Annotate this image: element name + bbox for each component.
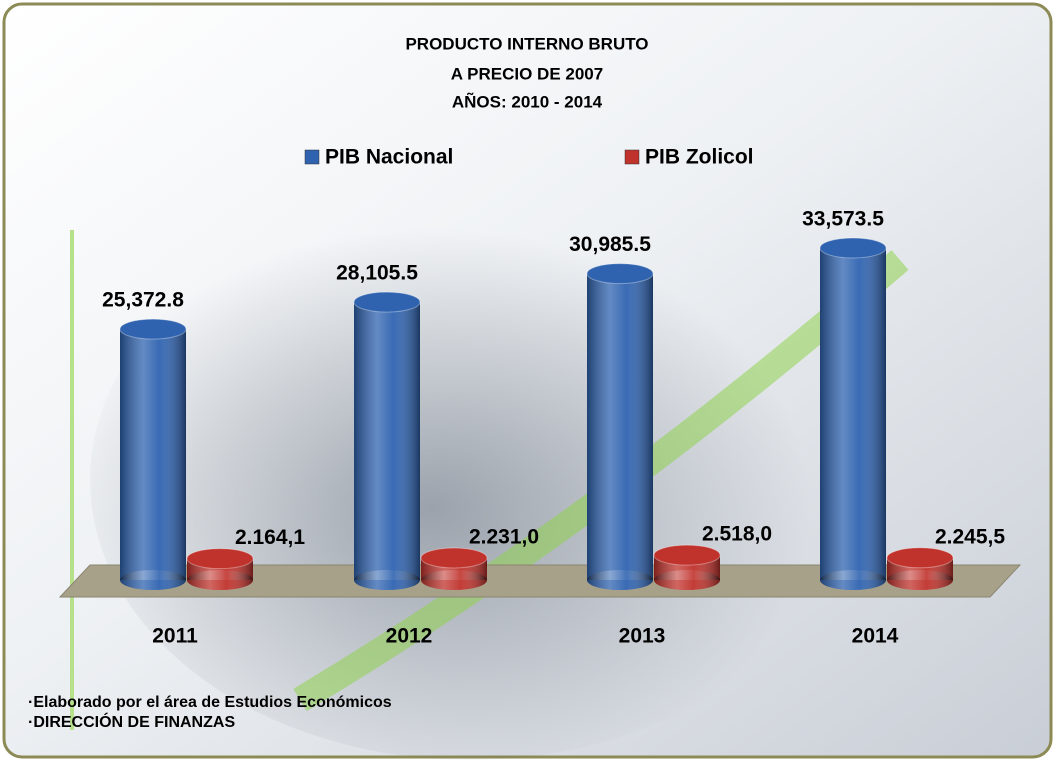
cylinder-bottom-shade [820,570,886,590]
cylinder-top [187,549,253,569]
chart-title: PRODUCTO INTERNO BRUTO [405,34,648,53]
legend-swatch [625,150,639,164]
cylinder-top [421,548,487,568]
data-label: 30,985.5 [569,233,651,256]
cylinder-bottom-shade [887,570,953,590]
background-figure [90,200,850,760]
cylinder-top [654,545,720,565]
cylinder-bottom-shade [587,570,653,590]
cylinder-bottom-shade [120,570,186,590]
data-label: 25,372.8 [102,289,184,312]
data-label: 2.518,0 [702,523,772,546]
bar-shading [120,329,186,580]
data-label: 2.164,1 [235,526,305,549]
legend-swatch [305,150,319,164]
footnote: ·Elaborado por el área de Estudios Econó… [28,694,392,711]
cylinder-bottom-shade [187,570,253,590]
footnote: ·DIRECCIÓN DE FINANZAS [28,712,235,731]
data-label: 2.245,5 [935,525,1005,548]
cylinder-bottom-shade [654,570,720,590]
cylinder-bottom-shade [421,570,487,590]
chart: PRODUCTO INTERNO BRUTO A PRECIO DE 2007 … [0,0,1055,761]
chart-title: A PRECIO DE 2007 [451,64,603,83]
data-label: 28,105.5 [336,262,418,285]
cylinder-bottom-shade [354,570,420,590]
x-tick-label: 2011 [152,625,198,648]
cylinder-top [120,319,186,339]
cylinder-top [820,238,886,258]
bar-shading [354,302,420,580]
cylinder-top [587,264,653,284]
legend-label: PIB Zolicol [645,146,754,169]
cylinder-top [354,292,420,312]
x-tick-label: 2013 [619,625,666,648]
data-label: 2.231,0 [469,525,539,548]
data-label: 33,573.5 [802,208,884,231]
chart-title: AÑOS: 2010 - 2014 [452,91,603,111]
bar-shading [587,274,653,580]
cylinder-top [887,548,953,568]
x-tick-label: 2012 [386,625,433,648]
legend-label: PIB Nacional [325,146,453,169]
bar-shading [820,248,886,580]
x-tick-label: 2014 [852,625,899,648]
